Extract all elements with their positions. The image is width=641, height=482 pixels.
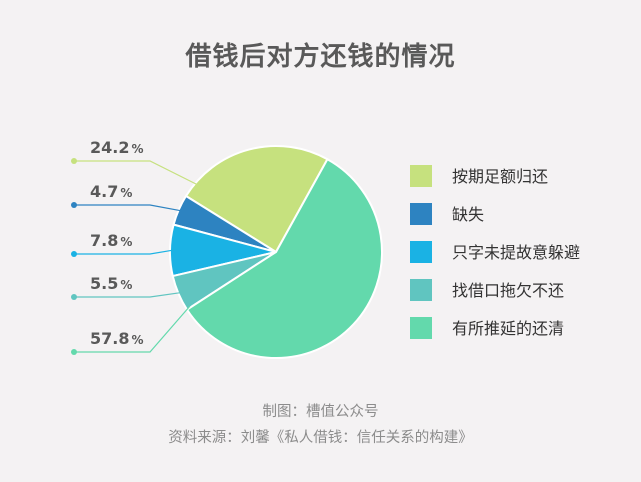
legend-swatch-2 bbox=[410, 203, 432, 225]
legend-label-5: 有所推延的还清 bbox=[452, 319, 564, 338]
leader-dot-5 bbox=[71, 349, 77, 355]
data-label-1: 24.2% bbox=[90, 138, 144, 157]
legend-label-2: 缺失 bbox=[452, 205, 484, 224]
legend-swatch-4 bbox=[410, 279, 432, 301]
chart-credit: 制图：槽值公众号 bbox=[262, 404, 379, 420]
data-label-3: 7.8% bbox=[90, 231, 132, 250]
pie-slice-5 bbox=[185, 157, 383, 359]
data-label-5: 57.8% bbox=[90, 329, 144, 348]
legend-swatch-5 bbox=[410, 317, 432, 339]
chart-source: 资料来源：刘馨《私人借钱：信任关系的构建》 bbox=[168, 430, 473, 446]
leader-line-3 bbox=[74, 249, 173, 255]
legend-swatch-1 bbox=[410, 165, 432, 187]
legend-label-1: 按期足额归还 bbox=[452, 167, 548, 186]
legend-label-3: 只字未提故意躲避 bbox=[452, 243, 580, 262]
leader-dot-3 bbox=[71, 251, 77, 257]
data-label-4: 5.5% bbox=[90, 274, 132, 293]
legend-swatch-3 bbox=[410, 241, 432, 263]
leader-dot-2 bbox=[71, 202, 77, 208]
leader-dot-4 bbox=[71, 294, 77, 300]
leader-line-1 bbox=[74, 160, 201, 187]
legend-label-4: 找借口拖欠不还 bbox=[452, 281, 564, 300]
chart-title: 借钱后对方还钱的情况 bbox=[185, 42, 456, 72]
leader-line-5 bbox=[74, 305, 191, 353]
data-label-2: 4.7% bbox=[90, 182, 132, 201]
leader-line-4 bbox=[74, 292, 181, 298]
leader-dot-1 bbox=[71, 158, 77, 164]
leader-line-2 bbox=[74, 204, 181, 212]
